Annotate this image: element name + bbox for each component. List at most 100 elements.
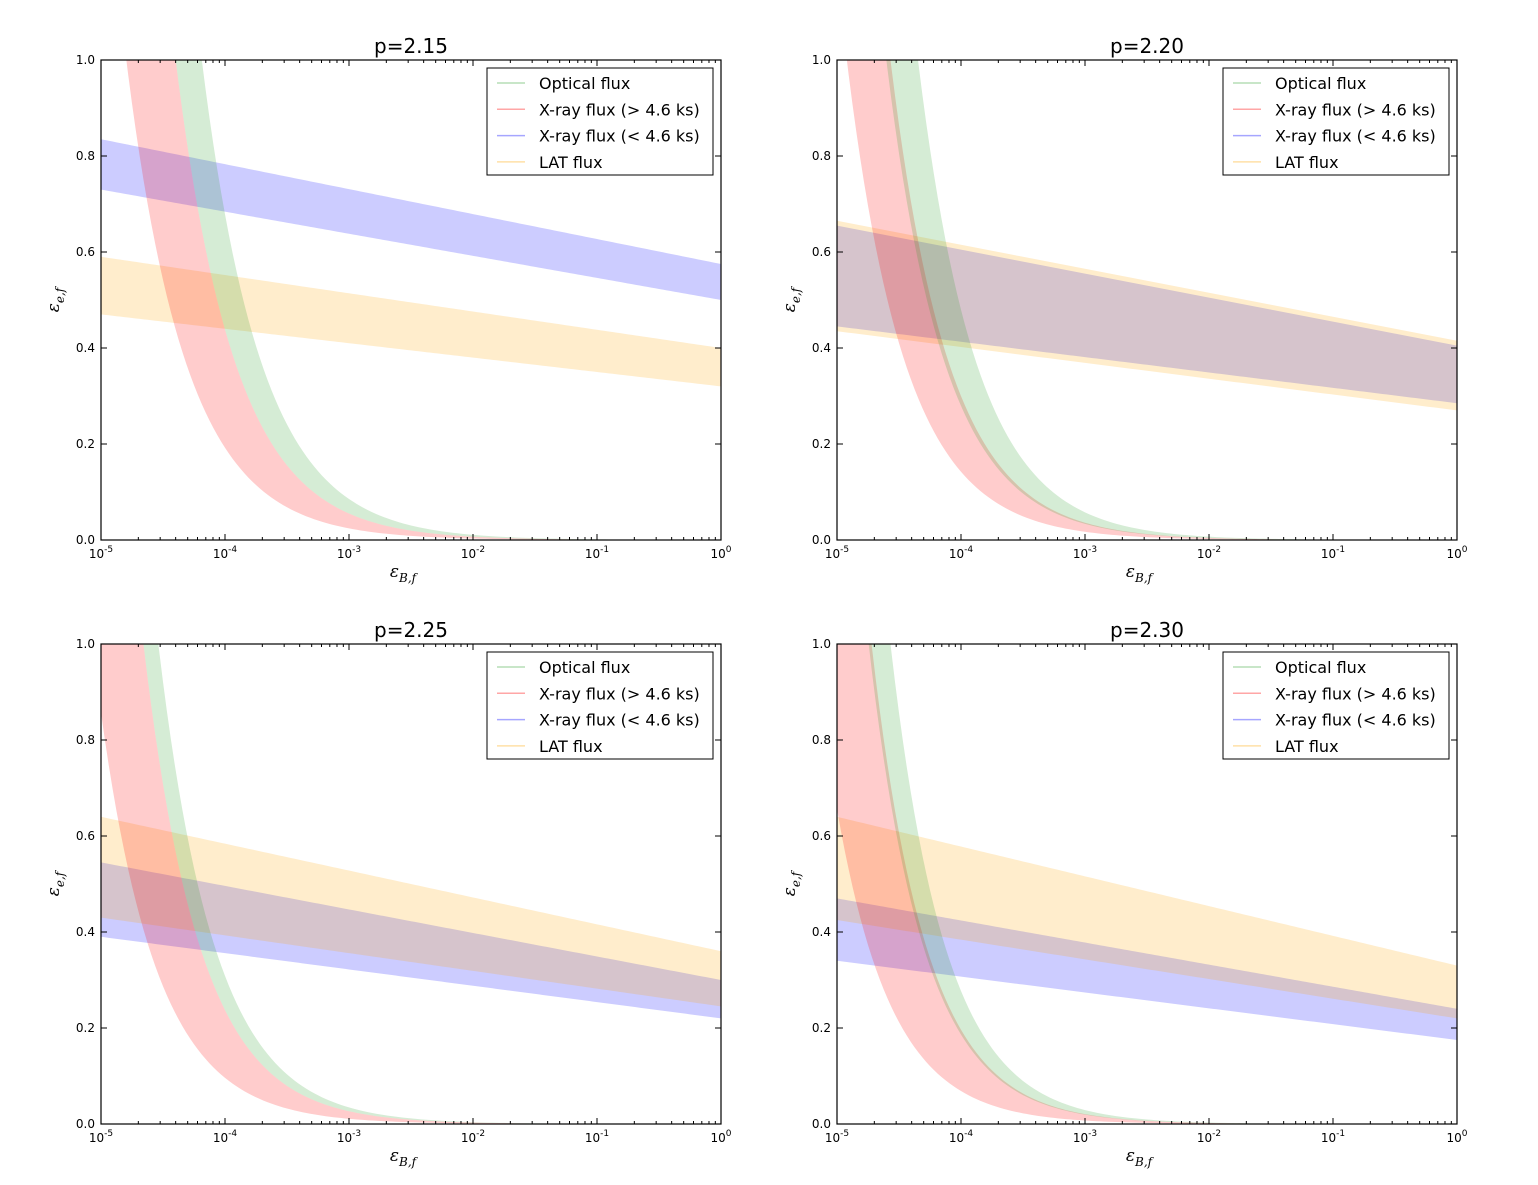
subplot-title: p=2.30	[1110, 618, 1184, 642]
x-tick-label: 10-5	[825, 1129, 849, 1145]
x-tick-label: 10-1	[1321, 545, 1345, 561]
legend-label-xray_late: X-ray flux (> 4.6 ks)	[1275, 684, 1436, 703]
x-tick-label: 10-2	[461, 545, 485, 561]
x-tick-label: 100	[1446, 1129, 1467, 1145]
x-tick-label: 10-1	[1321, 1129, 1345, 1145]
y-tick-label: 0.6	[76, 245, 95, 259]
y-tick-label: 0.8	[812, 149, 831, 163]
bands	[101, 644, 721, 1124]
y-tick-label: 0.4	[76, 925, 95, 939]
subplot-title: p=2.20	[1110, 34, 1184, 58]
x-tick-label: 10-3	[1073, 545, 1097, 561]
x-tick-label: 10-4	[949, 1129, 974, 1145]
y-tick-label: 0.0	[76, 1117, 95, 1131]
y-tick-label: 1.0	[812, 637, 831, 651]
legend-label-xray_early: X-ray flux (< 4.6 ks)	[539, 711, 700, 730]
bands	[837, 644, 1457, 1124]
legend-box	[1222, 651, 1450, 760]
y-tick-label: 0.8	[76, 733, 95, 747]
legend-label-optical: Optical flux	[1275, 74, 1366, 93]
legend: Optical flux X-ray flux (> 4.6 ks) X-ray f…	[1222, 67, 1450, 176]
y-tick-label: 0.2	[76, 1021, 95, 1035]
band-lat	[837, 816, 1457, 1019]
legend-label-xray_early: X-ray flux (< 4.6 ks)	[1275, 127, 1436, 146]
legend-label-lat: LAT flux	[539, 153, 603, 172]
y-tick-label: 0.6	[76, 829, 95, 843]
legend-label-xray_late: X-ray flux (> 4.6 ks)	[1275, 100, 1436, 119]
axes-frame	[836, 643, 1458, 1125]
legend-label-xray_late: X-ray flux (> 4.6 ks)	[539, 100, 700, 119]
x-axis-label: εB,f	[1126, 562, 1155, 585]
legend-label-lat: LAT flux	[1275, 153, 1339, 172]
y-axis-label: εe,f	[44, 869, 67, 896]
subplot-3: 0.0 0.2 0.4 0.6 0.8 1.0 10-5 10-4 10-3 10-2 10-1 10…	[44, 618, 732, 1169]
y-tick-label: 0.2	[812, 1021, 831, 1035]
bands	[837, 60, 1457, 540]
subplot-2: 0.0 0.2 0.4 0.6 0.8 1.0 10-5 10-4 10-3 10-2 10-1 10…	[780, 34, 1468, 585]
x-tick-label: 100	[710, 545, 731, 561]
x-tick-label: 100	[710, 1129, 731, 1145]
x-tick-label: 10-3	[1073, 1129, 1097, 1145]
x-tick-label: 10-3	[337, 1129, 361, 1145]
band-xray_early	[837, 225, 1457, 404]
x-tick-label: 10-2	[461, 1129, 485, 1145]
legend-label-xray_early: X-ray flux (< 4.6 ks)	[539, 127, 700, 146]
axes-frame	[100, 643, 722, 1125]
x-axis-label: εB,f	[390, 1146, 419, 1169]
legend: Optical flux X-ray flux (> 4.6 ks) X-ray f…	[486, 67, 714, 176]
y-tick-label: 0.4	[812, 341, 831, 355]
legend-label-optical: Optical flux	[539, 658, 630, 677]
y-tick-label: 0.0	[812, 533, 831, 547]
y-tick-label: 0.8	[812, 733, 831, 747]
x-tick-label: 10-2	[1197, 545, 1221, 561]
axes-frame	[836, 59, 1458, 541]
legend-label-xray_late: X-ray flux (> 4.6 ks)	[539, 684, 700, 703]
y-axis-label: εe,f	[780, 285, 803, 312]
x-tick-label: 10-5	[825, 545, 849, 561]
legend-label-lat: LAT flux	[1275, 737, 1339, 756]
y-tick-label: 0.6	[812, 829, 831, 843]
y-tick-label: 0.2	[76, 437, 95, 451]
x-tick-label: 10-1	[585, 1129, 609, 1145]
y-tick-label: 1.0	[812, 53, 831, 67]
y-tick-label: 1.0	[76, 53, 95, 67]
subplot-1: 0.0 0.2 0.4 0.6 0.8 1.0 10-5 10-4 10-3 10-2 10-1 10…	[44, 34, 732, 585]
y-tick-label: 0.0	[76, 533, 95, 547]
subplot-title: p=2.15	[374, 34, 448, 58]
y-tick-label: 1.0	[76, 637, 95, 651]
legend-label-optical: Optical flux	[539, 74, 630, 93]
x-tick-label: 100	[1446, 545, 1467, 561]
legend-box	[486, 651, 714, 760]
legend-box	[1222, 67, 1450, 176]
y-tick-label: 0.4	[812, 925, 831, 939]
legend: Optical flux X-ray flux (> 4.6 ks) X-ray f…	[1222, 651, 1450, 760]
legend-label-xray_early: X-ray flux (< 4.6 ks)	[1275, 711, 1436, 730]
axes-frame	[100, 59, 722, 541]
legend-box	[486, 67, 714, 176]
y-axis-label: εe,f	[780, 869, 803, 896]
x-tick-label: 10-4	[949, 545, 974, 561]
subplot-4: 0.0 0.2 0.4 0.6 0.8 1.0 10-5 10-4 10-3 10-2 10-1 10…	[780, 618, 1468, 1169]
band-xray_early	[101, 862, 721, 1019]
x-tick-label: 10-3	[337, 545, 361, 561]
y-tick-label: 0.2	[812, 437, 831, 451]
band-xray_early	[837, 898, 1457, 1040]
band-xray_late	[101, 644, 721, 1124]
y-tick-label: 0.0	[812, 1117, 831, 1131]
band-lat	[101, 256, 721, 387]
bands	[101, 60, 721, 540]
x-tick-label: 10-5	[89, 1129, 113, 1145]
y-tick-label: 0.4	[76, 341, 95, 355]
legend-label-optical: Optical flux	[1275, 658, 1366, 677]
x-axis-label: εB,f	[1126, 1146, 1155, 1169]
y-tick-label: 0.8	[76, 149, 95, 163]
band-lat	[837, 220, 1457, 411]
x-tick-label: 10-4	[213, 1129, 238, 1145]
y-axis-label: εe,f	[44, 285, 67, 312]
x-axis-label: εB,f	[390, 562, 419, 585]
x-tick-label: 10-1	[585, 545, 609, 561]
legend: Optical flux X-ray flux (> 4.6 ks) X-ray f…	[486, 651, 714, 760]
band-xray_early	[101, 139, 721, 300]
subplot-title: p=2.25	[374, 618, 448, 642]
